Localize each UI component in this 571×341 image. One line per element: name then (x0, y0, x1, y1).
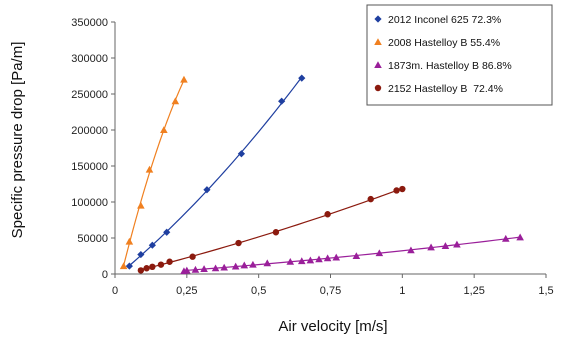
data-point (211, 264, 220, 272)
y-tick-label: 150000 (71, 161, 108, 173)
data-point (367, 195, 374, 203)
data-point (137, 267, 145, 274)
data-point (324, 211, 331, 218)
data-point (137, 201, 145, 209)
data-point (240, 261, 249, 269)
y-tick-label: 250000 (71, 89, 108, 101)
series-points (180, 233, 524, 275)
data-point (149, 263, 156, 270)
y-axis-title: Specific pressure drop [Pa/m] (9, 42, 26, 239)
data-point (332, 253, 341, 261)
data-point (143, 265, 150, 272)
x-tick-label: 0 (112, 285, 118, 297)
tick-labels: 0 50000 100000 150000 200000 250000 300000 3500… (71, 17, 553, 297)
data-point (315, 255, 323, 263)
data-point (157, 261, 165, 268)
trendline (123, 79, 185, 266)
data-point (180, 75, 188, 83)
data-point (516, 233, 524, 241)
data-point (171, 97, 180, 105)
x-tick-label: 1 (399, 285, 405, 297)
legend-label: 2008 Hastelloy B 55.4% (388, 37, 500, 49)
x-tick-label: 0,75 (320, 285, 341, 297)
legend: 2012 Inconel 625 72.3% 2008 Hastelloy B 5… (366, 4, 553, 106)
trendline (140, 187, 403, 271)
data-point (286, 257, 295, 265)
legend-label: 2012 Inconel 625 72.3% (388, 14, 501, 26)
data-point (183, 266, 191, 274)
data-point (352, 252, 361, 260)
data-point (272, 229, 280, 236)
data-point (501, 234, 510, 242)
legend-label: 2152 Hastelloy B 72.4% (388, 83, 503, 95)
series-points (125, 74, 306, 270)
data-point (263, 259, 272, 267)
data-point (393, 187, 400, 194)
trendline (128, 76, 303, 267)
data-point (278, 97, 286, 105)
data-point (441, 242, 450, 249)
data-point (374, 61, 382, 69)
y-tick-label: 50000 (77, 233, 108, 245)
data-point (148, 241, 156, 249)
data-point (374, 15, 382, 23)
data-point (407, 246, 415, 254)
x-tick-label: 1,25 (463, 285, 484, 297)
data-marks (119, 74, 524, 275)
data-point (145, 165, 154, 173)
data-point (374, 84, 382, 92)
data-point (374, 38, 382, 46)
data-point (166, 258, 173, 265)
y-tick-label: 350000 (71, 17, 108, 29)
x-tick-label: 0,25 (176, 285, 197, 297)
data-point (375, 249, 384, 257)
series-points (119, 75, 188, 270)
data-point (249, 260, 257, 268)
data-point (231, 262, 240, 270)
data-point (453, 240, 461, 248)
data-point (237, 150, 246, 158)
data-point (306, 256, 315, 264)
y-tick-label: 200000 (71, 125, 108, 137)
data-point (323, 254, 332, 262)
data-point (119, 262, 128, 270)
data-point (137, 250, 145, 259)
legend-box (366, 4, 553, 106)
data-point (427, 243, 435, 251)
data-point (163, 228, 171, 236)
data-point (191, 265, 200, 273)
y-tick-label: 100000 (71, 197, 108, 209)
data-point (160, 126, 168, 134)
data-point (297, 257, 306, 265)
data-point (125, 262, 133, 270)
x-tick-label: 1,5 (538, 285, 553, 297)
data-point (203, 186, 211, 194)
y-tick-label: 300000 (71, 53, 108, 65)
legend-label: 1873m. Hastelloy B 86.8% (388, 60, 512, 72)
data-point (235, 239, 242, 247)
data-point (200, 265, 208, 272)
trendlines (123, 76, 521, 272)
y-tick-label: 0 (102, 269, 108, 281)
series-points (137, 185, 406, 274)
data-point (125, 237, 134, 245)
trendline (183, 236, 521, 272)
data-point (220, 263, 228, 271)
data-point (399, 185, 406, 193)
x-tick-label: 0,5 (251, 285, 266, 297)
data-point (189, 253, 196, 260)
data-point (298, 74, 306, 82)
x-axis-title: Air velocity [m/s] (278, 318, 387, 335)
